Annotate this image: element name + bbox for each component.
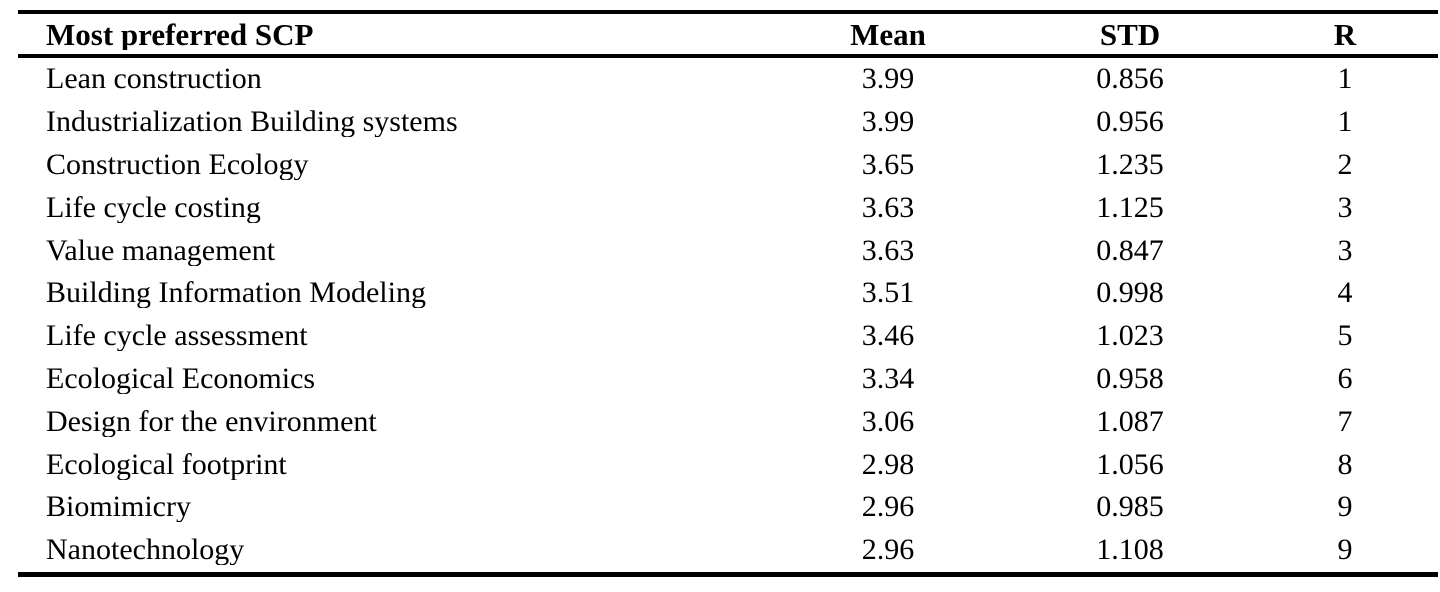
cell-name: Design for the environment <box>46 406 377 437</box>
cell-name: Building Information Modeling <box>46 278 426 309</box>
cell-rank: 3 <box>1337 233 1353 267</box>
cell-mean: 3.46 <box>861 319 915 353</box>
cell-rank: 5 <box>1337 319 1353 353</box>
cell-std: 0.956 <box>1096 105 1164 139</box>
cell-name: Lean construction <box>46 64 262 95</box>
cell-mean: 3.99 <box>861 62 915 96</box>
table-row: Industrialization Building systems 3.99 … <box>18 101 1438 144</box>
table-row: Design for the environment 3.06 1.087 7 <box>18 400 1438 443</box>
cell-mean: 3.51 <box>861 276 915 310</box>
cell-rank: 1 <box>1337 105 1353 139</box>
table-row: Nanotechnology 2.96 1.108 9 <box>18 529 1438 572</box>
table-bottom-rule <box>18 571 1438 577</box>
cell-name: Construction Ecology <box>46 149 309 180</box>
preferred-scp-table: Most preferred SCP Mean STD R Lean const… <box>18 10 1438 577</box>
cell-rank: 8 <box>1337 447 1353 481</box>
cell-mean: 2.96 <box>861 533 915 567</box>
table-row: Life cycle costing 3.63 1.125 3 <box>18 186 1438 229</box>
cell-rank: 2 <box>1337 147 1353 181</box>
cell-std: 1.125 <box>1096 190 1164 224</box>
cell-name: Life cycle costing <box>46 192 261 223</box>
table-row: Ecological footprint 2.98 1.056 8 <box>18 443 1438 486</box>
cell-std: 1.108 <box>1096 533 1164 567</box>
cell-name: Ecological footprint <box>46 449 287 480</box>
table-row: Value management 3.63 0.847 3 <box>18 229 1438 272</box>
cell-name: Biomimicry <box>46 492 191 523</box>
cell-name: Ecological Economics <box>46 363 316 394</box>
cell-mean: 3.06 <box>861 404 915 438</box>
cell-rank: 7 <box>1337 404 1353 438</box>
cell-std: 0.856 <box>1096 62 1164 96</box>
table-top-rule <box>18 10 1438 14</box>
table-row: Biomimicry 2.96 0.985 9 <box>18 486 1438 529</box>
cell-mean: 3.63 <box>861 233 915 267</box>
cell-name: Nanotechnology <box>46 535 245 566</box>
cell-std: 0.985 <box>1096 490 1164 524</box>
cell-name: Life cycle assessment <box>46 321 308 352</box>
cell-mean: 2.98 <box>861 447 915 481</box>
cell-mean: 2.96 <box>861 490 915 524</box>
cell-rank: 3 <box>1337 190 1353 224</box>
cell-rank: 6 <box>1337 361 1353 395</box>
table-row: Ecological Economics 3.34 0.958 6 <box>18 358 1438 401</box>
cell-mean: 3.34 <box>861 361 915 395</box>
cell-std: 1.056 <box>1096 447 1164 481</box>
table-row: Life cycle assessment 3.46 1.023 5 <box>18 315 1438 358</box>
cell-name: Value management <box>46 235 276 266</box>
cell-rank: 1 <box>1337 62 1353 96</box>
cell-rank: 4 <box>1337 276 1353 310</box>
column-header-name: Most preferred SCP <box>46 18 314 50</box>
column-header-mean: Mean <box>850 16 926 52</box>
cell-mean: 3.65 <box>861 147 915 181</box>
cell-std: 0.998 <box>1096 276 1164 310</box>
cell-rank: 9 <box>1337 490 1353 524</box>
table-row: Lean construction 3.99 0.856 1 <box>18 58 1438 101</box>
table-row: Building Information Modeling 3.51 0.998… <box>18 272 1438 315</box>
column-header-rank: R <box>1333 16 1357 52</box>
cell-std: 1.023 <box>1096 319 1164 353</box>
cell-mean: 3.63 <box>861 190 915 224</box>
cell-std: 0.847 <box>1096 233 1164 267</box>
cell-rank: 9 <box>1337 533 1353 567</box>
table-row: Construction Ecology 3.65 1.235 2 <box>18 144 1438 187</box>
table-header-row: Most preferred SCP Mean STD R <box>18 14 1438 54</box>
cell-std: 1.235 <box>1096 147 1164 181</box>
cell-std: 0.958 <box>1096 361 1164 395</box>
cell-std: 1.087 <box>1096 404 1164 438</box>
table-header-rule <box>18 54 1438 58</box>
cell-name: Industrialization Building systems <box>46 107 458 138</box>
cell-mean: 3.99 <box>861 105 915 139</box>
column-header-std: STD <box>1099 16 1161 52</box>
